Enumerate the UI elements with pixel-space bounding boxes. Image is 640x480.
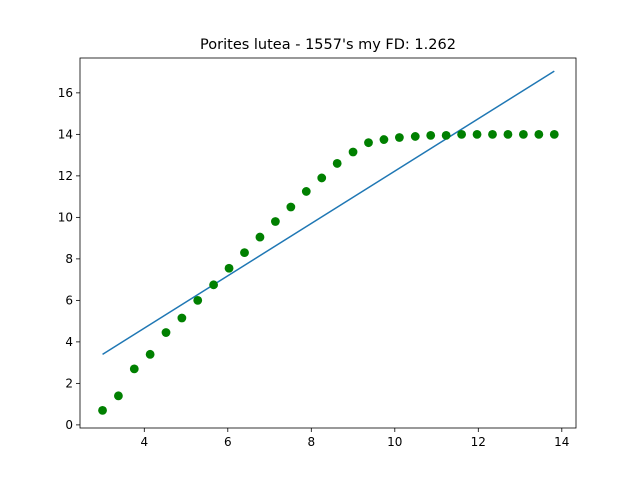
data-point: [549, 129, 559, 139]
data-point: [240, 248, 249, 258]
data-point: [270, 217, 280, 226]
x-tick-label: 12: [471, 435, 486, 449]
data-point: [98, 405, 107, 415]
data-point: [488, 129, 497, 139]
data-point: [441, 131, 451, 140]
data-point: [209, 280, 219, 290]
plot-area: [80, 58, 576, 428]
data-point: [129, 364, 139, 374]
data-point: [348, 147, 358, 157]
data-point: [301, 187, 311, 196]
data-point: [426, 131, 436, 140]
x-tick-label: 8: [307, 435, 315, 449]
x-axis: 4 6 8 10 12 14: [140, 428, 569, 449]
data-point: [472, 129, 482, 139]
data-point: [193, 295, 203, 305]
y-tick-label: 14: [58, 127, 73, 141]
data-point: [317, 173, 327, 183]
y-tick-label: 6: [65, 293, 73, 307]
y-tick-label: 8: [65, 252, 73, 266]
data-point: [379, 135, 389, 144]
data-point: [394, 133, 404, 142]
data-point: [503, 129, 513, 139]
chart-title: Porites lutea - 1557's my FD: 1.262: [200, 37, 456, 53]
data-point: [114, 391, 123, 401]
data-point: [364, 138, 373, 148]
x-tick-label: 10: [387, 435, 402, 449]
data-point: [332, 159, 342, 168]
data-point: [224, 263, 234, 273]
x-tick-label: 6: [224, 435, 232, 449]
data-point: [457, 129, 467, 139]
data-point: [518, 129, 528, 139]
data-point: [177, 313, 187, 323]
fit-line: [102, 70, 555, 355]
data-point: [286, 202, 296, 212]
x-tick-label: 14: [554, 435, 569, 449]
x-tick-label: 4: [140, 435, 148, 449]
data-point: [534, 129, 544, 139]
y-tick-label: 12: [58, 169, 73, 183]
y-tick-label: 10: [58, 210, 73, 224]
y-axis: 0 2 4 6 8 10 12 14 16: [58, 86, 80, 432]
plot-content: [98, 70, 559, 415]
data-point: [145, 349, 155, 359]
y-tick-label: 0: [65, 418, 73, 432]
plot-frame: [79, 57, 577, 429]
y-tick-label: 2: [65, 376, 73, 390]
y-tick-label: 16: [58, 86, 73, 100]
data-point: [255, 232, 265, 242]
data-point: [410, 132, 420, 141]
y-tick-label: 4: [65, 335, 73, 349]
data-point: [161, 328, 171, 337]
